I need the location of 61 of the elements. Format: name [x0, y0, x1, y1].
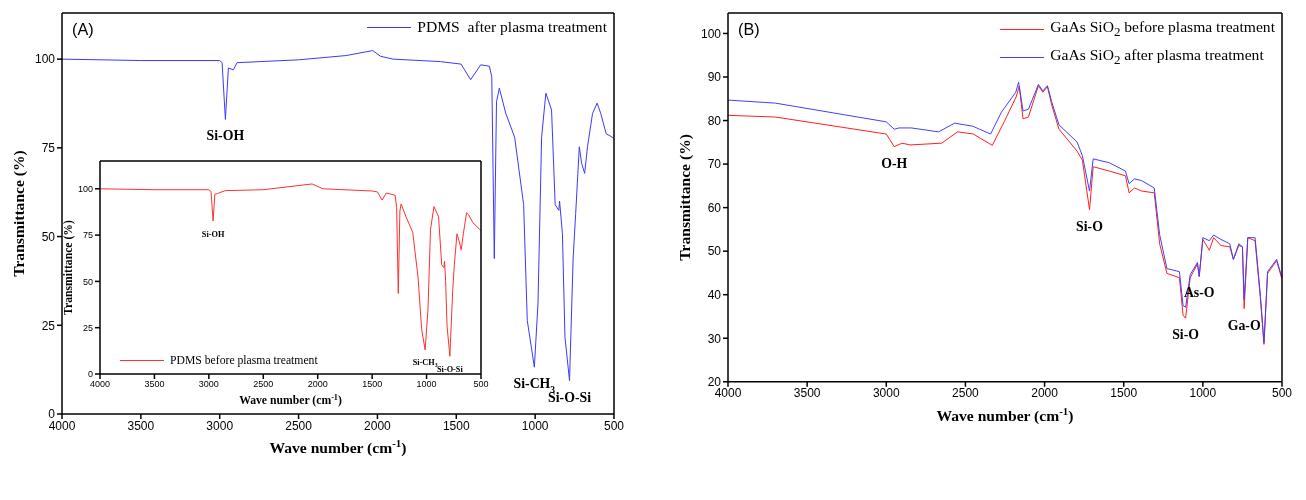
y-tick-label: 0	[87, 369, 93, 380]
y-axis-title: Transmittance (%)	[62, 219, 75, 315]
x-tick-label: 2000	[364, 418, 392, 433]
y-tick-label: 25	[41, 318, 56, 333]
line-series	[100, 183, 481, 357]
x-tick-label: 1500	[442, 418, 470, 433]
y-tick-label: 30	[707, 331, 722, 346]
x-tick-label: 2500	[253, 379, 274, 390]
annotation: Si-OH	[206, 128, 245, 144]
legend-label: GaAs SiO$_{2}$ after plasma treatment	[1050, 46, 1264, 69]
x-tick-label: 4000	[89, 379, 111, 390]
x-tick-label: 2500	[952, 386, 980, 401]
x-tick-label: 1500	[1110, 386, 1138, 401]
x-tick-label: 3500	[144, 379, 165, 390]
y-tick-label: 100	[77, 183, 93, 194]
y-tick-label: 50	[707, 244, 722, 259]
annotation: Si-O	[1172, 327, 1200, 343]
x-tick-label: 500	[603, 418, 625, 433]
legend-label: GaAs SiO$_{2}$ before plasma treatment	[1050, 18, 1275, 41]
x-tick-label: 4000	[714, 386, 742, 401]
y-tick-label: 25	[82, 322, 93, 333]
y-tick-label: 75	[82, 230, 93, 241]
y-axis-title: Transmittance (%)	[10, 150, 28, 277]
x-tick-label: 3000	[206, 418, 234, 433]
x-tick-label: 3000	[872, 386, 900, 401]
y-tick-label: 50	[41, 229, 56, 244]
y-tick-label: 50	[82, 276, 93, 287]
annotation: Ga-O	[1227, 317, 1261, 333]
x-tick-label: 3000	[198, 379, 219, 390]
annotation: O-H	[881, 155, 908, 171]
x-axis-title: Wave number (cm$^{-1}$)	[269, 437, 407, 457]
x-axis-title: Wave number (cm$^{-1}$)	[239, 392, 342, 407]
y-axis-title: Transmittance (%)	[676, 134, 694, 261]
x-tick-label: 1000	[1189, 386, 1217, 401]
x-tick-label: 500	[1271, 386, 1293, 401]
annotation: Si-OH	[201, 229, 225, 239]
annotation: Si-CH$_{3}$	[412, 358, 438, 369]
x-tick-label: 1000	[416, 379, 437, 390]
legend-label: PDMS after plasma treatment	[417, 18, 607, 36]
legend-label: PDMS before plasma treatment	[170, 354, 318, 367]
x-tick-label: 500	[473, 379, 489, 390]
y-tick-label: 100	[700, 26, 722, 41]
annotation: Si-O	[1076, 218, 1104, 234]
x-tick-label: 1000	[521, 418, 549, 433]
x-tick-label: 3500	[793, 386, 821, 401]
y-tick-label: 70	[707, 157, 722, 172]
x-tick-label: 2000	[307, 379, 328, 390]
chart-title: (B)	[738, 20, 760, 39]
x-axis-title: Wave number (cm$^{-1}$)	[936, 404, 1074, 425]
y-tick-label: 60	[707, 200, 722, 215]
chart-title: (A)	[72, 20, 94, 39]
x-tick-label: 1500	[362, 379, 383, 390]
annotation: Si-O-Si	[437, 364, 464, 374]
y-tick-label: 75	[41, 141, 56, 156]
y-tick-label: 40	[707, 287, 722, 302]
x-tick-label: 2000	[1031, 386, 1059, 401]
x-tick-label: 3500	[127, 418, 155, 433]
y-tick-label: 100	[34, 52, 56, 67]
y-tick-label: 80	[707, 113, 722, 128]
x-tick-label: 2500	[285, 418, 313, 433]
y-tick-label: 90	[707, 70, 722, 85]
